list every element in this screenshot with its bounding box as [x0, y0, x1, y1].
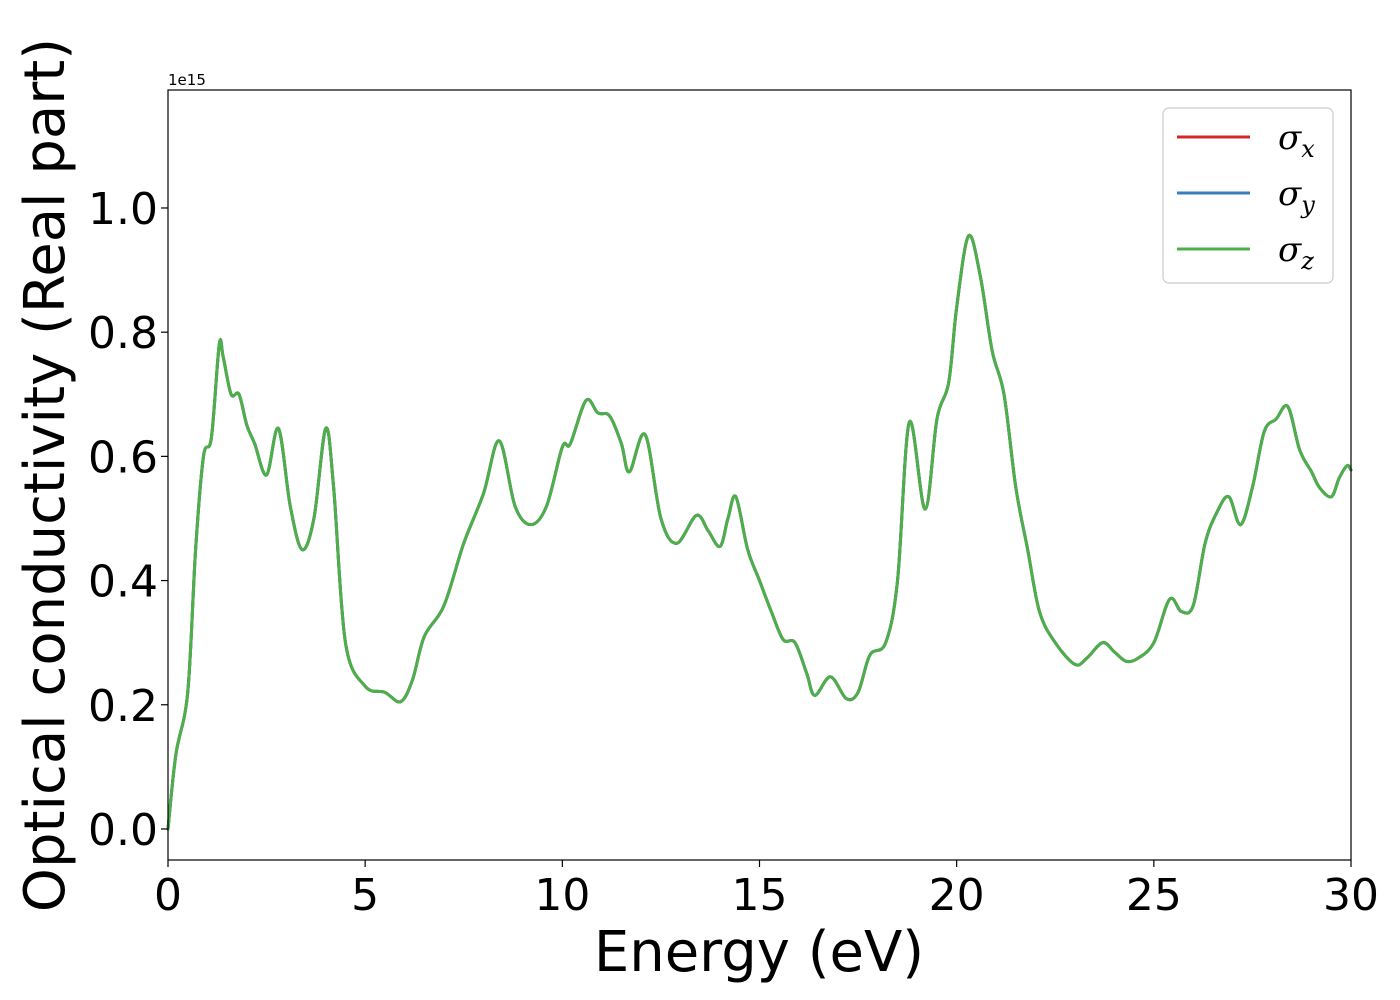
- legend-box: [1162, 107, 1334, 284]
- y-tick-label: 0.8: [88, 308, 158, 359]
- legend-label-z: σz: [1278, 230, 1314, 275]
- y-tick-label: 0.2: [88, 681, 158, 732]
- x-tick-label: 5: [351, 870, 379, 921]
- x-tick-label: 15: [732, 870, 788, 921]
- x-axis-ticks: 0 5 10 15 20 25 30: [154, 860, 1379, 921]
- y-tick-label: 0.0: [88, 805, 158, 856]
- y-axis-ticks: 0.0 0.2 0.4 0.6 0.8 1.0: [88, 184, 168, 856]
- y-axis-title: Optical conductivity (Real part): [13, 38, 78, 912]
- legend-entries: σx σy σz: [1177, 118, 1315, 275]
- y-tick-label: 0.4: [88, 557, 158, 608]
- x-tick-label: 10: [534, 870, 590, 921]
- x-tick-label: 30: [1323, 870, 1379, 921]
- x-tick-label: 25: [1126, 870, 1182, 921]
- x-tick-label: 0: [154, 870, 182, 921]
- legend-label-x: σx: [1278, 118, 1315, 163]
- series-layer: [166, 233, 1353, 831]
- series-line-z: [166, 233, 1353, 831]
- series-line-y: [166, 233, 1353, 831]
- legend-label-y: σy: [1278, 174, 1315, 219]
- x-axis-title: Energy (eV): [594, 920, 924, 985]
- series-line-x: [166, 233, 1353, 831]
- y-tick-label: 1.0: [88, 184, 158, 235]
- x-tick-label: 20: [929, 870, 985, 921]
- y-tick-label: 0.6: [88, 432, 158, 483]
- legend: σx σy σz: [1162, 107, 1334, 284]
- y-offset-label: 1e15: [168, 71, 206, 89]
